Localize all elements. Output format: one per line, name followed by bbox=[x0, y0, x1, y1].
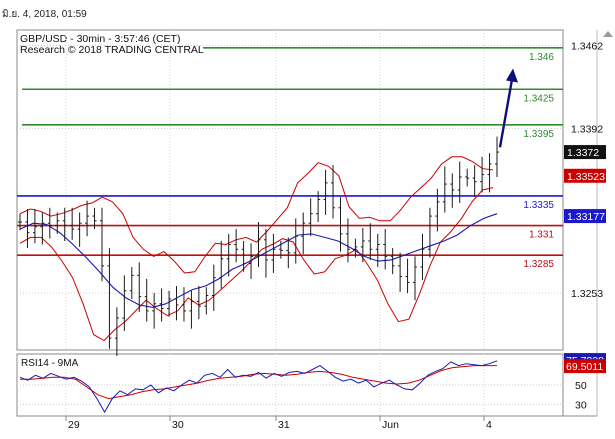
level-label-support-2: 1.3285 bbox=[523, 259, 554, 270]
rsi-tick-label: 50 bbox=[575, 380, 587, 392]
scroll-up-icon[interactable] bbox=[603, 31, 613, 37]
level-label-support-1: 1.331 bbox=[529, 230, 554, 241]
rsi-badge-label-rsi_ma: 69.5011 bbox=[566, 361, 603, 373]
rsi-title: RSI14 - 9MA bbox=[21, 358, 79, 369]
rsi-line bbox=[19, 360, 498, 414]
price-badge-label-ma: 1.33177 bbox=[567, 211, 605, 223]
support-resistance-levels: 1.346 1.3425 1.3395 1.3335 1.331 1.3285 bbox=[17, 46, 563, 270]
price-badge-label-price: 1.3372 bbox=[567, 147, 599, 159]
forecast-arrow-shaft bbox=[498, 79, 514, 148]
rsi-ma-line bbox=[20, 365, 497, 400]
axis-labels: 1.3462 1.3392 1.3253 29 30 31 Jun 4 bbox=[65, 40, 603, 431]
research-credit: Research © 2018 TRADING CENTRAL bbox=[20, 44, 204, 56]
price-badge-bollinger bbox=[564, 168, 606, 183]
grid-lines bbox=[17, 30, 563, 416]
x-tick-label: 30 bbox=[172, 419, 184, 431]
y-tick-label: 1.3462 bbox=[571, 40, 603, 52]
rsi-tick-label: 30 bbox=[575, 399, 587, 411]
rsi-badge-rsi_ma bbox=[564, 359, 606, 374]
y-tick-label: 1.3253 bbox=[571, 288, 603, 300]
x-tick-label: Jun bbox=[382, 419, 399, 431]
timestamp-text: มิ.ย. 4, 2018, 01:59 bbox=[2, 9, 87, 20]
x-tick-label: 29 bbox=[68, 419, 80, 431]
price-badge-label-bollinger: 1.33523 bbox=[567, 171, 605, 183]
level-label-resistance-1: 1.3395 bbox=[523, 129, 554, 140]
rsi-layer: 503075.733869.5011 bbox=[17, 353, 606, 414]
forecast-arrow-head bbox=[506, 68, 518, 83]
price-series-layer bbox=[18, 68, 518, 356]
price-badge-price bbox=[564, 145, 606, 160]
y-tick-label: 1.3392 bbox=[571, 123, 603, 135]
level-label-pivot: 1.3335 bbox=[523, 200, 554, 211]
price-badges: 1.3372 1.33523 1.33177 bbox=[564, 145, 606, 224]
level-label-resistance-3: 1.346 bbox=[529, 52, 554, 63]
price-badge-ma bbox=[564, 209, 606, 224]
main-chart-frame bbox=[16, 29, 564, 351]
x-tick-label: 31 bbox=[278, 419, 290, 431]
instrument-title: GBP/USD - 30min - 3:57:46 (CET) bbox=[20, 33, 180, 45]
x-tick-label: 4 bbox=[486, 419, 492, 431]
bollinger-lower-line bbox=[19, 187, 494, 342]
bollinger-upper-line bbox=[19, 156, 494, 274]
level-label-resistance-2: 1.3425 bbox=[523, 93, 554, 104]
